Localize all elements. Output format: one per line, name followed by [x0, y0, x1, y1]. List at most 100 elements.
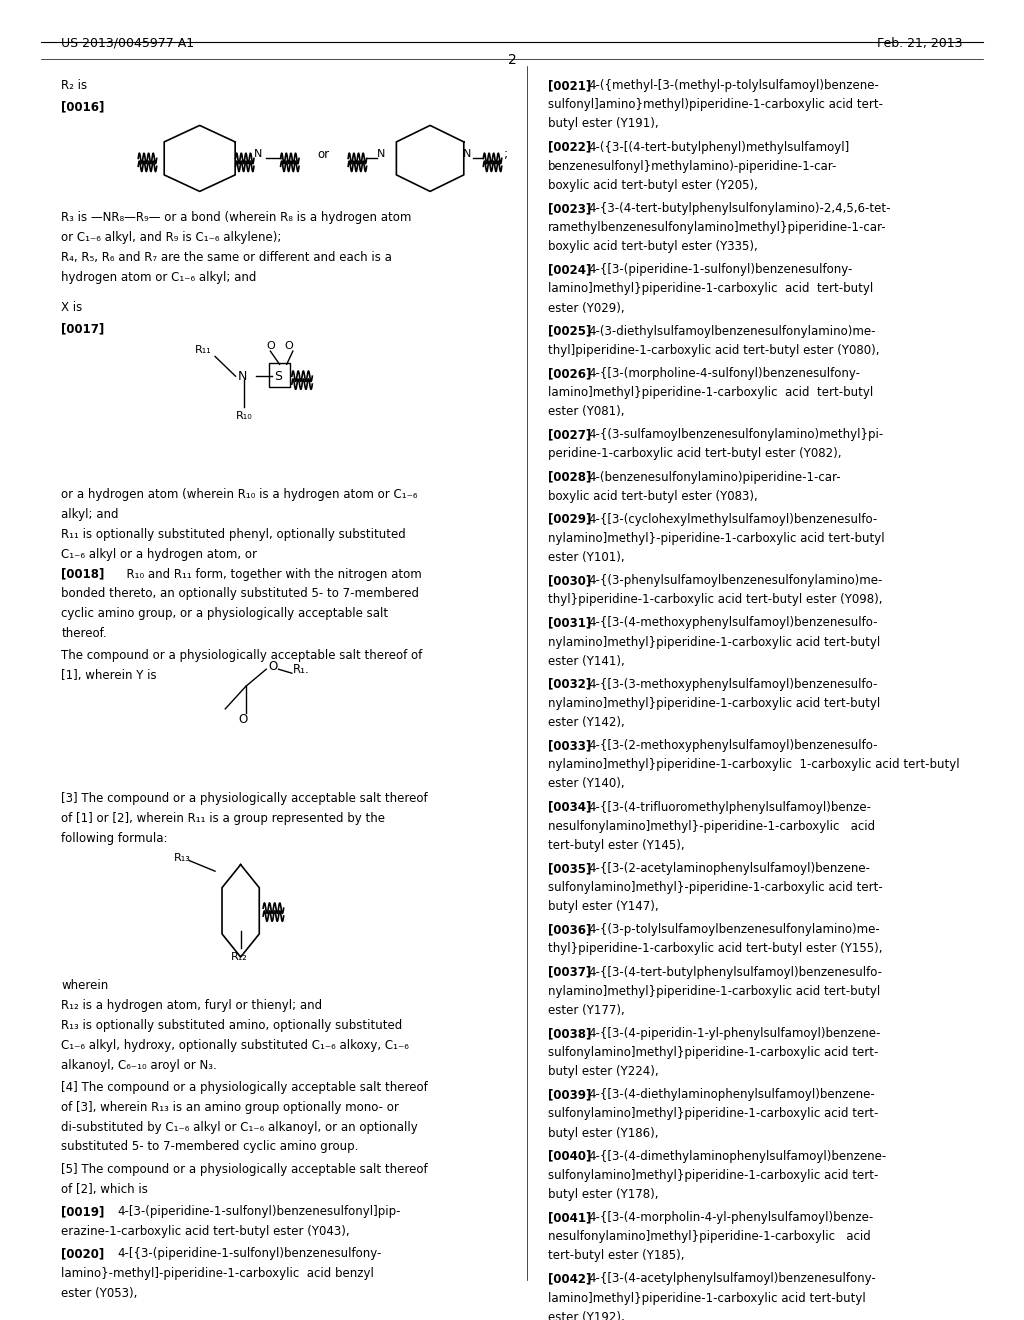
Text: R₁₃ is optionally substituted amino, optionally substituted: R₁₃ is optionally substituted amino, opt… [61, 1019, 402, 1032]
Text: ester (Y141),: ester (Y141), [548, 655, 625, 668]
Text: ester (Y140),: ester (Y140), [548, 777, 625, 791]
Text: butyl ester (Y178),: butyl ester (Y178), [548, 1188, 658, 1201]
Text: R₁₀: R₁₀ [236, 411, 252, 421]
Text: thyl}piperidine-1-carboxylic acid tert-butyl ester (Y155),: thyl}piperidine-1-carboxylic acid tert-b… [548, 942, 883, 956]
Text: O: O [239, 713, 248, 726]
Text: ester (Y101),: ester (Y101), [548, 550, 625, 564]
Text: [0018]: [0018] [61, 568, 104, 581]
Text: 4-(benzenesulfonylamino)piperidine-1-car-: 4-(benzenesulfonylamino)piperidine-1-car… [589, 470, 842, 483]
Text: or: or [317, 148, 330, 161]
Text: lamino]methyl}piperidine-1-carboxylic  acid  tert-butyl: lamino]methyl}piperidine-1-carboxylic ac… [548, 282, 873, 296]
Text: [0037]: [0037] [548, 965, 591, 978]
Text: S: S [274, 370, 283, 383]
Text: [0030]: [0030] [548, 574, 591, 587]
Text: lamino]methyl}piperidine-1-carboxylic  acid  tert-butyl: lamino]methyl}piperidine-1-carboxylic ac… [548, 385, 873, 399]
Text: alkyl; and: alkyl; and [61, 508, 119, 521]
Text: R₁.: R₁. [293, 663, 309, 676]
Text: N: N [377, 149, 385, 160]
Text: bonded thereto, an optionally substituted 5- to 7-membered: bonded thereto, an optionally substitute… [61, 587, 420, 601]
Text: ester (Y192),: ester (Y192), [548, 1311, 625, 1320]
Text: nylamino]methyl}piperidine-1-carboxylic acid tert-butyl: nylamino]methyl}piperidine-1-carboxylic … [548, 985, 880, 998]
FancyBboxPatch shape [269, 363, 290, 387]
Text: nylamino]methyl}-piperidine-1-carboxylic acid tert-butyl: nylamino]methyl}-piperidine-1-carboxylic… [548, 532, 885, 545]
Text: butyl ester (Y224),: butyl ester (Y224), [548, 1065, 658, 1078]
Text: Feb. 21, 2013: Feb. 21, 2013 [878, 37, 963, 50]
Text: 4-{[3-(4-tert-butylphenylsulfamoyl)benzenesulfo-: 4-{[3-(4-tert-butylphenylsulfamoyl)benze… [589, 965, 883, 978]
Text: 4-{(3-phenylsulfamoylbenzenesulfonylamino)me-: 4-{(3-phenylsulfamoylbenzenesulfonylamin… [589, 574, 883, 587]
Text: 4-{[3-(4-trifluoromethylphenylsulfamoyl)benze-: 4-{[3-(4-trifluoromethylphenylsulfamoyl)… [589, 800, 871, 813]
Text: cyclic amino group, or a physiologically acceptable salt: cyclic amino group, or a physiologically… [61, 607, 388, 620]
Text: thyl]piperidine-1-carboxylic acid tert-butyl ester (Y080),: thyl]piperidine-1-carboxylic acid tert-b… [548, 343, 880, 356]
Text: thereof.: thereof. [61, 627, 108, 640]
Text: 4-{[3-(2-acetylaminophenylsulfamoyl)benzene-: 4-{[3-(2-acetylaminophenylsulfamoyl)benz… [589, 862, 870, 875]
Text: R₂ is: R₂ is [61, 79, 88, 92]
Text: C₁₋₆ alkyl, hydroxy, optionally substituted C₁₋₆ alkoxy, C₁₋₆: C₁₋₆ alkyl, hydroxy, optionally substitu… [61, 1039, 410, 1052]
Text: benzenesulfonyl}methylamino)-piperidine-1-car-: benzenesulfonyl}methylamino)-piperidine-… [548, 160, 838, 173]
Text: boxylic acid tert-butyl ester (Y083),: boxylic acid tert-butyl ester (Y083), [548, 490, 758, 503]
Text: [0041]: [0041] [548, 1210, 591, 1224]
Text: 4-{[3-(4-methoxyphenylsulfamoyl)benzenesulfo-: 4-{[3-(4-methoxyphenylsulfamoyl)benzenes… [589, 616, 879, 630]
Text: nesulfonylamino]methyl}piperidine-1-carboxylic   acid: nesulfonylamino]methyl}piperidine-1-carb… [548, 1230, 870, 1243]
Text: nesulfonylamino]methyl}-piperidine-1-carboxylic   acid: nesulfonylamino]methyl}-piperidine-1-car… [548, 820, 874, 833]
Text: R₁₀ and R₁₁ form, together with the nitrogen atom: R₁₀ and R₁₁ form, together with the nitr… [119, 568, 422, 581]
Text: nylamino]methyl}piperidine-1-carboxylic  1-carboxylic acid tert-butyl: nylamino]methyl}piperidine-1-carboxylic … [548, 758, 959, 771]
Text: [0027]: [0027] [548, 428, 591, 441]
Text: [0020]: [0020] [61, 1247, 104, 1261]
Text: 4-[{3-(piperidine-1-sulfonyl)benzenesulfony-: 4-[{3-(piperidine-1-sulfonyl)benzenesulf… [118, 1247, 382, 1261]
Text: 4-[3-(piperidine-1-sulfonyl)benzenesulfonyl]pip-: 4-[3-(piperidine-1-sulfonyl)benzenesulfo… [118, 1205, 401, 1218]
Text: ester (Y177),: ester (Y177), [548, 1003, 625, 1016]
Text: erazine-1-carboxylic acid tert-butyl ester (Y043),: erazine-1-carboxylic acid tert-butyl est… [61, 1225, 350, 1238]
Text: 4-{[3-(2-methoxyphenylsulfamoyl)benzenesulfo-: 4-{[3-(2-methoxyphenylsulfamoyl)benzenes… [589, 739, 879, 752]
Text: [0021]: [0021] [548, 79, 591, 92]
Text: [3] The compound or a physiologically acceptable salt thereof: [3] The compound or a physiologically ac… [61, 792, 428, 805]
Text: nylamino]methyl}piperidine-1-carboxylic acid tert-butyl: nylamino]methyl}piperidine-1-carboxylic … [548, 635, 880, 648]
Text: sulfonyl]amino}methyl)piperidine-1-carboxylic acid tert-: sulfonyl]amino}methyl)piperidine-1-carbo… [548, 98, 883, 111]
Text: R₁₁: R₁₁ [195, 345, 211, 355]
Text: lamino]methyl}piperidine-1-carboxylic acid tert-butyl: lamino]methyl}piperidine-1-carboxylic ac… [548, 1291, 865, 1304]
Text: [0039]: [0039] [548, 1088, 591, 1101]
Text: 4-{[3-(cyclohexylmethylsulfamoyl)benzenesulfo-: 4-{[3-(cyclohexylmethylsulfamoyl)benzene… [589, 512, 878, 525]
Text: 4-{[3-(4-piperidin-1-yl-phenylsulfamoyl)benzene-: 4-{[3-(4-piperidin-1-yl-phenylsulfamoyl)… [589, 1027, 882, 1040]
Text: alkanoyl, C₆₋₁₀ aroyl or N₃.: alkanoyl, C₆₋₁₀ aroyl or N₃. [61, 1059, 217, 1072]
Text: R₁₁ is optionally substituted phenyl, optionally substituted: R₁₁ is optionally substituted phenyl, op… [61, 528, 407, 541]
Text: [0034]: [0034] [548, 800, 591, 813]
Text: 4-{[3-(4-acetylphenylsulfamoyl)benzenesulfony-: 4-{[3-(4-acetylphenylsulfamoyl)benzenesu… [589, 1272, 877, 1286]
Text: 4-({methyl-[3-(methyl-p-tolylsulfamoyl)benzene-: 4-({methyl-[3-(methyl-p-tolylsulfamoyl)b… [589, 79, 880, 92]
Text: ;: ; [504, 148, 508, 161]
Text: tert-butyl ester (Y145),: tert-butyl ester (Y145), [548, 838, 684, 851]
Text: R₃ is —NR₈—R₉— or a bond (wherein R₈ is a hydrogen atom: R₃ is —NR₈—R₉— or a bond (wherein R₈ is … [61, 211, 412, 224]
Text: [0033]: [0033] [548, 739, 591, 752]
Text: [0028]: [0028] [548, 470, 591, 483]
Text: sulfonylamino]methyl}-piperidine-1-carboxylic acid tert-: sulfonylamino]methyl}-piperidine-1-carbo… [548, 880, 883, 894]
Text: X is: X is [61, 301, 83, 314]
Text: 4-({3-[(4-tert-butylphenyl)methylsulfamoyl]: 4-({3-[(4-tert-butylphenyl)methylsulfamo… [589, 140, 850, 153]
Text: nylamino]methyl}piperidine-1-carboxylic acid tert-butyl: nylamino]methyl}piperidine-1-carboxylic … [548, 697, 880, 710]
Text: [0017]: [0017] [61, 322, 104, 335]
Text: 2: 2 [508, 53, 516, 67]
Text: R₄, R₅, R₆ and R₇ are the same or different and each is a: R₄, R₅, R₆ and R₇ are the same or differ… [61, 251, 392, 264]
Text: O: O [268, 660, 278, 673]
Text: [0042]: [0042] [548, 1272, 591, 1286]
Text: 4-{(3-sulfamoylbenzenesulfonylamino)methyl}pi-: 4-{(3-sulfamoylbenzenesulfonylamino)meth… [589, 428, 884, 441]
Text: wherein: wherein [61, 979, 109, 993]
Text: thyl}piperidine-1-carboxylic acid tert-butyl ester (Y098),: thyl}piperidine-1-carboxylic acid tert-b… [548, 593, 883, 606]
Text: N: N [463, 149, 471, 160]
Text: N: N [238, 370, 247, 383]
Text: C₁₋₆ alkyl or a hydrogen atom, or: C₁₋₆ alkyl or a hydrogen atom, or [61, 548, 257, 561]
Text: [0024]: [0024] [548, 263, 591, 276]
Text: 4-{[3-(4-morpholin-4-yl-phenylsulfamoyl)benze-: 4-{[3-(4-morpholin-4-yl-phenylsulfamoyl)… [589, 1210, 874, 1224]
Text: lamino}-methyl]-piperidine-1-carboxylic  acid benzyl: lamino}-methyl]-piperidine-1-carboxylic … [61, 1267, 375, 1280]
Text: [0022]: [0022] [548, 140, 591, 153]
Text: [0038]: [0038] [548, 1027, 591, 1040]
Text: US 2013/0045977 A1: US 2013/0045977 A1 [61, 37, 195, 50]
Text: R₁₂: R₁₂ [230, 952, 247, 962]
Text: O: O [285, 341, 294, 351]
Text: of [1] or [2], wherein R₁₁ is a group represented by the: of [1] or [2], wherein R₁₁ is a group re… [61, 812, 385, 825]
Text: butyl ester (Y147),: butyl ester (Y147), [548, 900, 658, 913]
Text: butyl ester (Y186),: butyl ester (Y186), [548, 1126, 658, 1139]
Text: [0029]: [0029] [548, 512, 591, 525]
Text: [0035]: [0035] [548, 862, 591, 875]
Text: [0023]: [0023] [548, 202, 591, 215]
Text: of [2], which is: of [2], which is [61, 1183, 148, 1196]
Text: [0026]: [0026] [548, 367, 591, 380]
